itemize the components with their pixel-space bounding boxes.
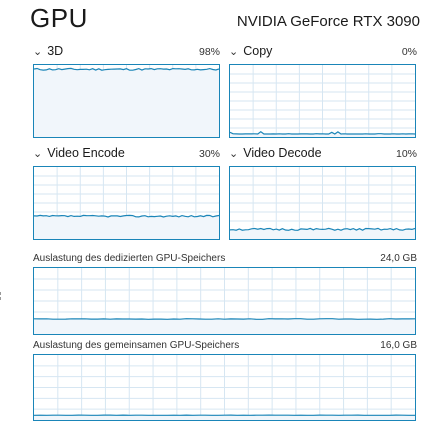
graph-dedicated-memory: [33, 267, 416, 335]
usage-area: [230, 228, 415, 239]
usage-line: [230, 130, 415, 135]
chevron-down-icon: ⌄: [33, 147, 43, 160]
g-shr-svg: [34, 355, 415, 420]
engine-percent-copy: 0%: [401, 46, 417, 58]
graph-video-encode: [33, 166, 220, 240]
gpu-model-name: NVIDIA GeForce RTX 3090: [236, 13, 420, 30]
dedicated-memory-total: 24,0 GB: [380, 253, 417, 264]
shared-memory-label: Auslastung des gemeinsamen GPU-Speichers: [33, 340, 240, 351]
chevron-down-icon: ⌄: [229, 45, 239, 58]
usage-area: [34, 415, 415, 420]
engine-selector-3d[interactable]: ⌄ 3D: [33, 44, 63, 58]
g-ded-svg: [34, 268, 415, 334]
chevron-down-icon: ⌄: [229, 147, 239, 160]
engine-label-video-decode: Video Decode: [243, 146, 322, 160]
engine-percent-video-encode: 30%: [198, 148, 220, 160]
usage-area: [34, 68, 219, 137]
graph-copy: [229, 64, 416, 138]
engine-percent-3d: 98%: [198, 46, 220, 58]
chevron-down-icon: ⌄: [33, 45, 43, 58]
page-title: GPU: [30, 3, 88, 33]
engine-percent-video-decode: 10%: [395, 148, 417, 160]
engine-selector-copy[interactable]: ⌄ Copy: [229, 44, 272, 58]
g-copy-svg: [230, 65, 415, 137]
graph-shared-memory: [33, 354, 416, 421]
graph-3d: [33, 64, 220, 138]
g-enc-svg: [34, 167, 219, 239]
g-dec-svg: [230, 167, 415, 239]
shared-memory-total: 16,0 GB: [380, 340, 417, 351]
engine-label-video-encode: Video Encode: [47, 146, 125, 160]
engine-label-3d: 3D: [47, 44, 64, 58]
usage-line: [230, 227, 415, 231]
usage-area: [34, 215, 219, 239]
usage-area: [34, 318, 415, 334]
g-3d-svg: [34, 65, 219, 137]
usage-line: [34, 318, 415, 320]
dedicated-memory-label: Auslastung des dedizierten GPU-Speichers: [33, 253, 226, 264]
usage-line: [34, 214, 219, 218]
engine-selector-video-encode[interactable]: ⌄ Video Encode: [33, 146, 125, 160]
engine-label-copy: Copy: [243, 44, 273, 58]
graph-video-decode: [229, 166, 416, 240]
window-edge-marker: [0, 292, 4, 300]
engine-selector-video-decode[interactable]: ⌄ Video Decode: [229, 146, 322, 160]
usage-line: [34, 67, 219, 71]
